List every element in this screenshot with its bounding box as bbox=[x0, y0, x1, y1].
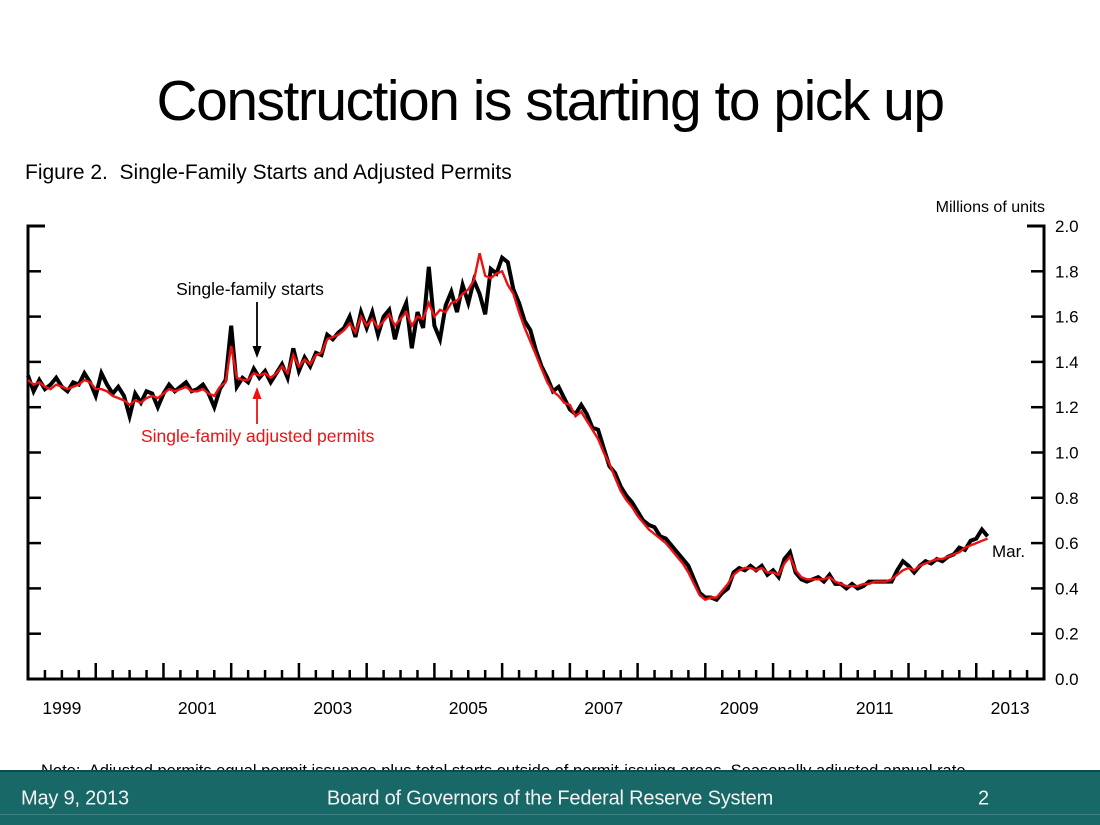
x-tick-label: 2011 bbox=[856, 698, 894, 718]
x-tick-label: 2013 bbox=[991, 698, 1030, 718]
last-point-label: Mar. bbox=[992, 542, 1026, 561]
y-tick-label: 1.4 bbox=[1055, 353, 1079, 372]
figure-caption: Figure 2. Single-Family Starts and Adjus… bbox=[25, 161, 512, 184]
y-tick-label: 2.0 bbox=[1055, 217, 1079, 236]
starts-arrow-head bbox=[252, 346, 262, 358]
series-line-adjusted-permits bbox=[27, 252, 989, 602]
x-tick-label: 1999 bbox=[42, 698, 81, 718]
annotation-permits-label: Single-family adjusted permits bbox=[141, 426, 375, 446]
x-tick-label: 2007 bbox=[584, 698, 623, 718]
y-tick-label: 0.0 bbox=[1055, 670, 1079, 689]
x-tick-label: 2003 bbox=[313, 698, 352, 718]
y-tick-label: 0.8 bbox=[1055, 489, 1079, 508]
footer-bar: May 9, 2013 Board of Governors of the Fe… bbox=[0, 770, 1100, 825]
y-tick-label: 1.6 bbox=[1055, 308, 1079, 327]
permits-arrow-head bbox=[252, 387, 262, 399]
y-tick-label: 0.4 bbox=[1055, 579, 1079, 598]
footer-org-name: Board of Governors of the Federal Reserv… bbox=[326, 787, 774, 809]
x-tick-label: 2001 bbox=[178, 698, 217, 718]
y-tick-label: 1.0 bbox=[1055, 444, 1079, 463]
y-tick-label: 0.2 bbox=[1055, 625, 1079, 644]
y-axis-units-label: Millions of units bbox=[935, 199, 1045, 216]
x-tick-label: 2009 bbox=[720, 698, 759, 718]
y-tick-label: 1.8 bbox=[1055, 262, 1079, 281]
x-tick-label: 2005 bbox=[449, 698, 488, 718]
slide-title: Construction is starting to pick up bbox=[156, 69, 945, 133]
footer-date: May 9, 2013 bbox=[21, 787, 129, 809]
annotation-starts-label: Single-family starts bbox=[176, 279, 324, 299]
y-tick-label: 0.6 bbox=[1055, 534, 1079, 553]
footer-page-number: 2 bbox=[978, 787, 989, 809]
y-tick-label: 1.2 bbox=[1055, 398, 1079, 417]
